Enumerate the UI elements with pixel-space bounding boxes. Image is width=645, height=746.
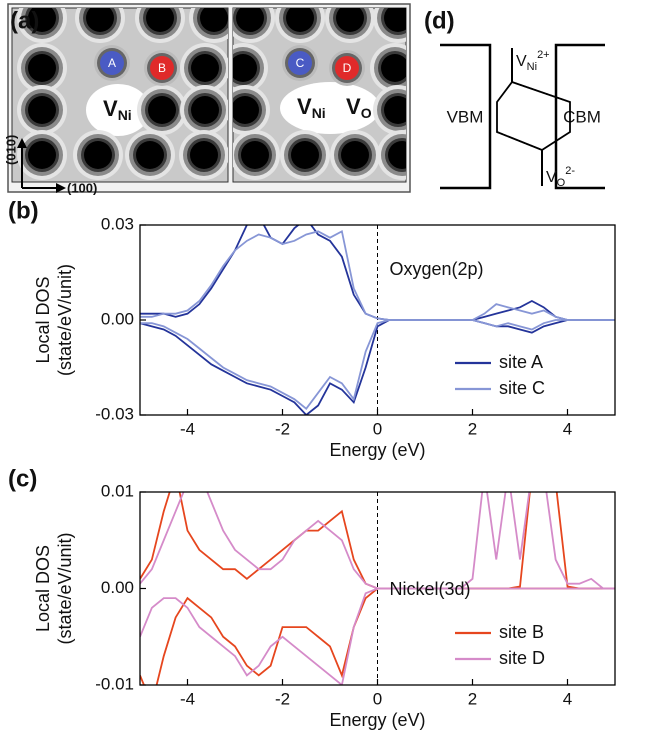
direction-label: (010) [3,135,18,165]
panel-label: (b) [8,197,39,224]
dos-line [140,587,615,685]
atom [28,8,56,32]
atom [28,141,56,169]
site-label: C [296,56,305,70]
x-tick-label: 4 [563,689,572,708]
y-tick-label: 0.01 [101,481,134,500]
site-label: D [343,61,352,75]
y-tick-label: -0.01 [95,674,134,693]
vbm-bracket [440,43,492,190]
band-label: CBM [563,107,601,126]
atom [286,8,314,32]
x-tick-label: 0 [373,689,382,708]
atom [381,54,406,82]
x-tick-label: 0 [373,419,382,438]
plot-frame [139,491,616,686]
site-atom [335,56,359,80]
site-label: A [108,56,116,70]
atom [136,141,164,169]
atom [86,8,114,32]
panel-label: (c) [8,465,37,492]
atom [200,8,228,32]
dos-line [140,319,615,410]
x-tick-label: 2 [468,689,477,708]
atom [291,141,319,169]
vacancy-label: VO [346,94,372,121]
band-label: VBM [447,107,484,126]
atom [190,141,218,169]
y-axis-label: Local DOS [33,545,53,632]
atom [191,96,219,124]
arrow-head [56,183,66,193]
atom [384,96,406,124]
level-diagram [496,81,571,152]
annotation: Nickel(3d) [390,579,471,599]
atom [384,8,406,32]
atom [233,54,257,82]
panel-d: (d) VBM CBM VNi2+ VO2- [424,7,605,190]
atom [341,141,369,169]
site-atom [100,51,124,75]
atom [28,96,56,124]
y-tick-label: -0.03 [95,404,134,423]
legend-label: site A [499,352,543,372]
vacancy-label: VNi [103,96,132,123]
y-tick-label: 0.00 [101,309,134,328]
y-tick-label: 0.00 [101,578,134,597]
legend-label: site D [499,648,545,668]
x-tick-label: -4 [180,419,195,438]
chart: -0.01 0.00 0.01 -4 -2 0 2 4 Energy (eV) Local DOS… [33,481,616,730]
panel-label: (a) [10,7,39,34]
arrow-head [17,138,27,148]
legend-label: site B [499,622,544,642]
atom [241,141,269,169]
x-tick-label: -2 [275,689,290,708]
atom [236,8,264,32]
level-label: VO2- [546,165,575,189]
plot-frame [139,224,616,416]
site-label: B [158,61,166,75]
atom [148,96,176,124]
direction-label: (100) [67,180,97,195]
atom [28,54,56,82]
charts: -0.03 0.00 0.03 -4 -2 0 2 4 Energy (eV) Local DOS… [33,214,616,730]
atom [388,141,406,169]
cbm-bracket [554,43,605,190]
atom [233,96,259,124]
x-tick-label: 4 [563,419,572,438]
atom [84,141,112,169]
x-tick-label: -4 [180,689,195,708]
y-axis-label: Local DOS [33,276,53,363]
atom [191,54,219,82]
x-axis-label: Energy (eV) [329,440,425,460]
chart: -0.03 0.00 0.03 -4 -2 0 2 4 Energy (eV) Local DOS… [33,214,616,460]
x-tick-label: -2 [275,419,290,438]
x-axis-label: Energy (eV) [329,710,425,730]
y-tick-label: 0.03 [101,214,134,233]
vacancy-region [86,84,150,136]
y-axis-label: (state/eV/unit) [55,532,75,644]
level-label: VNi2+ [516,49,550,73]
x-tick-label: 2 [468,419,477,438]
panel-label: (d) [424,7,455,34]
y-axis-label: (state/eV/unit) [55,264,75,376]
vacancy-label: VNi [297,94,326,121]
atom [146,8,174,32]
site-atom [288,51,312,75]
annotation: Oxygen(2p) [390,259,484,279]
atom [336,8,364,32]
legend-label: site C [499,378,545,398]
level-dashes [496,81,571,151]
site-atom [150,56,174,80]
vacancy-region [280,82,380,134]
dos-line [140,229,615,321]
dos-line [140,319,615,415]
